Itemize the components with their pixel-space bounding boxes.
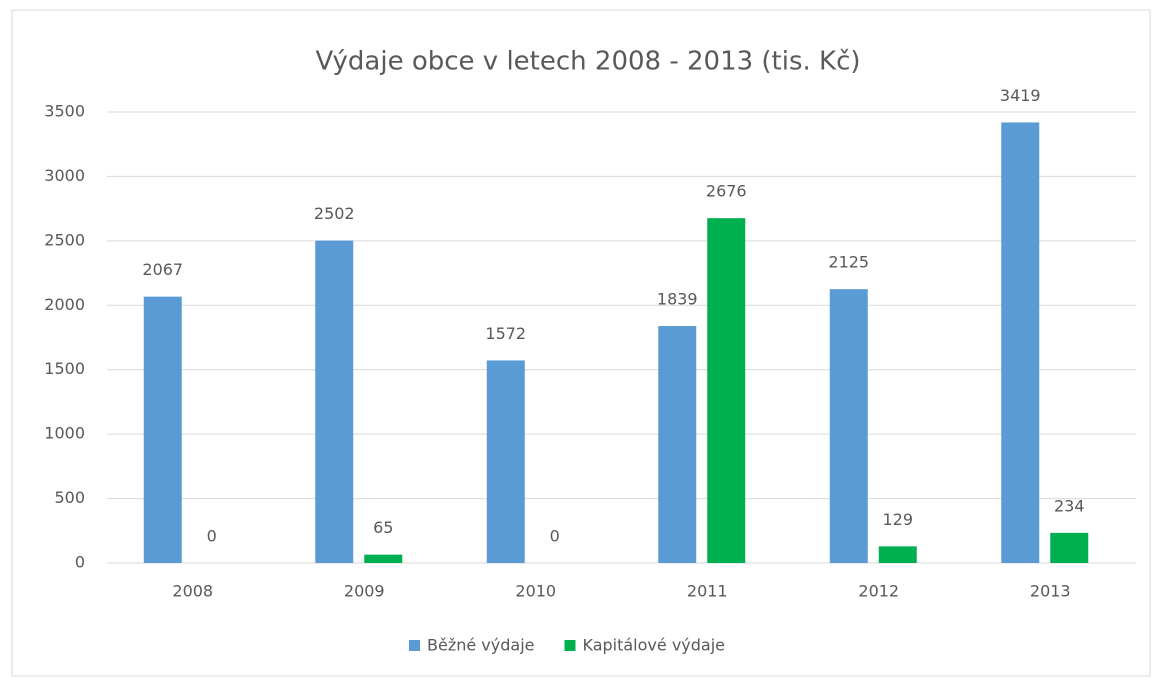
legend-swatch [409, 640, 420, 651]
y-tick-label: 500 [54, 488, 85, 507]
legend-label: Kapitálové výdaje [582, 636, 725, 655]
bar [878, 546, 917, 563]
data-label: 2502 [314, 204, 355, 223]
y-tick-label: 3000 [44, 166, 85, 185]
bar [315, 240, 354, 563]
y-tick-label: 1500 [44, 359, 85, 378]
bar [486, 360, 525, 563]
bar [707, 218, 746, 563]
data-label: 1839 [657, 290, 698, 309]
x-tick-label: 2011 [687, 582, 728, 601]
data-label: 2067 [142, 260, 183, 279]
x-tick-label: 2010 [515, 582, 556, 601]
data-label: 2125 [828, 253, 869, 272]
bar [143, 296, 182, 563]
bar [364, 554, 403, 563]
bar [829, 289, 868, 563]
y-tick-label: 0 [75, 553, 85, 572]
chart-frame [11, 9, 1151, 677]
x-tick-label: 2012 [858, 582, 899, 601]
x-tick-label: 2009 [344, 582, 385, 601]
y-tick-label: 3500 [44, 102, 85, 121]
legend-label: Běžné výdaje [427, 636, 534, 655]
data-label: 65 [373, 518, 393, 537]
data-label: 0 [550, 527, 560, 546]
legend-swatch [564, 640, 576, 651]
data-label: 1572 [485, 324, 526, 343]
y-tick-label: 1000 [44, 424, 85, 443]
bar [1001, 122, 1040, 563]
y-tick-label: 2000 [44, 295, 85, 314]
bar [1050, 532, 1089, 563]
data-label: 2676 [706, 182, 747, 201]
chart-title: Výdaje obce v letech 2008 - 2013 (tis. K… [315, 47, 860, 77]
bar [658, 326, 697, 563]
y-tick-label: 2500 [44, 230, 85, 249]
data-label: 234 [1054, 496, 1085, 515]
x-tick-label: 2008 [172, 582, 213, 601]
data-label: 0 [207, 527, 217, 546]
data-label: 3419 [1000, 86, 1041, 105]
data-label: 129 [882, 510, 913, 529]
x-tick-label: 2013 [1030, 582, 1071, 601]
